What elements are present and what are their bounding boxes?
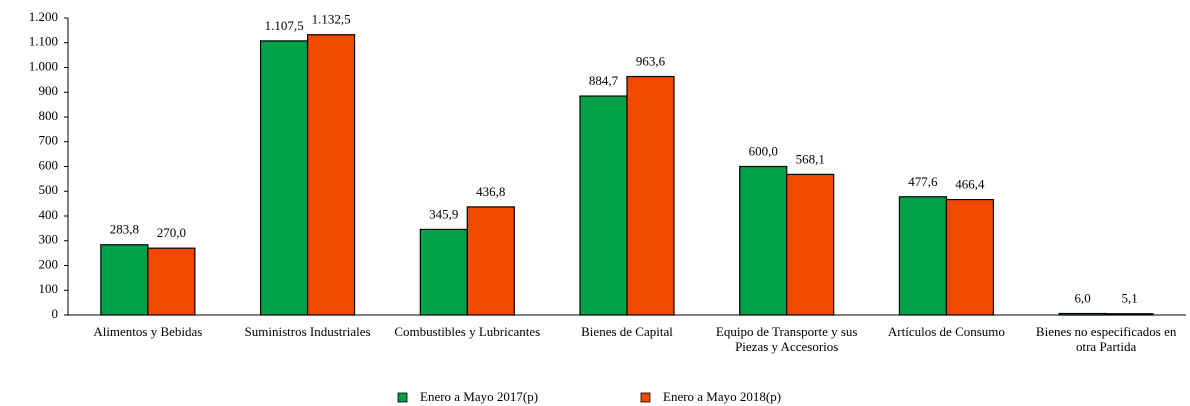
data-label: 1.132,5: [312, 12, 351, 27]
bar: [739, 165, 788, 316]
y-tick-label: 200: [39, 256, 59, 271]
y-tick-label: 0: [52, 306, 59, 321]
y-tick-label: 100: [39, 281, 59, 296]
legend-label: Enero a Mayo 2017(p): [420, 389, 538, 404]
x-tick-label: Artículos de Consumo: [887, 324, 1005, 339]
y-tick-label: 900: [39, 83, 59, 98]
data-label: 283,8: [110, 222, 139, 237]
bar: [626, 75, 675, 316]
bar: [945, 198, 995, 316]
legend-swatch: [397, 392, 408, 403]
data-label: 477,6: [908, 174, 938, 189]
data-label: 1.107,5: [265, 18, 304, 33]
y-tick-label: 1.200: [29, 9, 58, 24]
bar: [147, 247, 196, 316]
x-tick-label: Bienes no especificados en otra Partida: [1035, 324, 1177, 354]
bar: [786, 173, 835, 316]
data-label: 345,9: [429, 206, 458, 221]
x-tick-label: Alimentos y Bebidas: [93, 324, 203, 339]
x-tick-label: Bienes de Capital: [581, 324, 673, 339]
bar: [259, 40, 309, 316]
bar: [579, 95, 628, 316]
data-label: 5,1: [1122, 291, 1138, 306]
y-tick-label: 600: [39, 157, 59, 172]
bar: [898, 196, 948, 316]
y-tick-label: 800: [39, 108, 59, 123]
x-tick-label: Suministros Industriales: [244, 324, 371, 339]
data-label: 466,4: [955, 177, 985, 192]
data-label: 963,6: [636, 53, 666, 68]
data-label: 568,1: [796, 151, 825, 166]
data-label: 6,0: [1075, 290, 1091, 305]
legend-label: Enero a Mayo 2018(p): [663, 389, 781, 404]
data-label: 600,0: [749, 143, 778, 158]
data-label: 436,8: [476, 184, 505, 199]
y-tick-label: 700: [39, 133, 59, 148]
x-tick-label: Equipo de Transporte y sus Piezas y Acce…: [715, 324, 858, 354]
y-tick-label: 500: [39, 182, 59, 197]
bar: [306, 34, 356, 316]
legend-swatch: [640, 392, 651, 403]
bar: [100, 244, 149, 316]
bar: [466, 206, 515, 316]
y-tick-label: 400: [39, 207, 59, 222]
data-label: 884,7: [589, 73, 619, 88]
bar: [419, 228, 468, 316]
y-tick-label: 1.100: [29, 34, 58, 49]
y-tick-label: 300: [39, 232, 59, 247]
y-tick-label: 1.000: [29, 58, 58, 73]
data-label: 270,0: [157, 225, 186, 240]
x-tick-label: Combustibles y Lubricantes: [394, 324, 541, 339]
